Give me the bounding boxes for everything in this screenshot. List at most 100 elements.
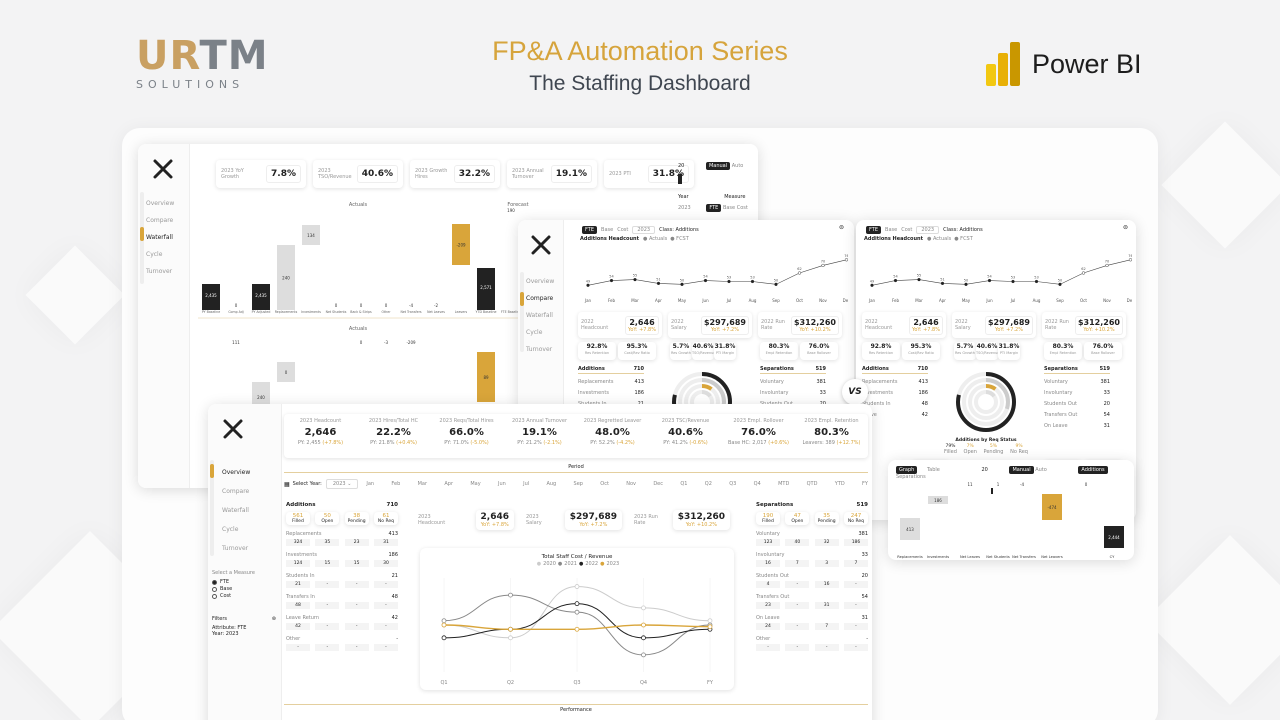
period-feb[interactable]: Feb xyxy=(391,481,401,487)
class-label: Class: Additions xyxy=(659,227,699,233)
mini-wf-category: Replacements xyxy=(897,555,923,559)
year-dropdown[interactable]: 2023 xyxy=(632,226,656,234)
period-jun[interactable]: Jun xyxy=(497,481,506,487)
additions-list-title: Additions xyxy=(578,366,605,372)
mini-wf-bar xyxy=(1104,526,1124,548)
month-label: Apr xyxy=(655,298,662,303)
nav-overview[interactable]: Overview xyxy=(146,200,175,207)
tab-fte[interactable]: FTE xyxy=(866,226,882,234)
period-aug[interactable]: Aug xyxy=(546,481,557,487)
wf-bar-label: 0 xyxy=(385,303,388,308)
nav-cycle[interactable]: Cycle xyxy=(526,329,543,336)
group-cell: - xyxy=(373,623,398,630)
tab-graph[interactable]: Graph xyxy=(896,466,918,474)
measure-base[interactable]: Base xyxy=(722,205,736,211)
period-mar[interactable]: Mar xyxy=(417,481,428,487)
nav-cycle[interactable]: Cycle xyxy=(222,526,239,533)
tab-base[interactable]: Base xyxy=(885,227,898,233)
period-q4[interactable]: Q4 xyxy=(753,481,761,487)
nav-compare[interactable]: Compare xyxy=(222,488,250,495)
chart-title: Additions Headcount xyxy=(580,236,639,242)
tab-cost[interactable]: Cost xyxy=(901,227,913,233)
nav-waterfall[interactable]: Waterfall xyxy=(222,507,249,514)
period-q1[interactable]: Q1 xyxy=(680,481,688,487)
kpi-value: $312,260 xyxy=(793,317,836,327)
auto-toggle[interactable]: Auto xyxy=(731,163,744,169)
period-qtd[interactable]: QTD xyxy=(806,481,818,487)
chip-additions[interactable]: Additions xyxy=(1078,466,1108,474)
measure-cost[interactable]: Cost xyxy=(736,205,748,211)
manual-toggle[interactable]: Manual xyxy=(705,162,731,170)
group-cell: 23 xyxy=(344,539,369,546)
wf-category: Investments xyxy=(301,310,321,314)
measure-radio-cost[interactable]: Cost xyxy=(212,593,255,599)
period-nov[interactable]: Nov xyxy=(626,481,637,487)
tab-base[interactable]: Base xyxy=(601,227,614,233)
period-mtd[interactable]: MTD xyxy=(778,481,790,487)
year-dropdown[interactable]: 2023 xyxy=(916,226,940,234)
mini-auto[interactable]: Auto xyxy=(1035,467,1047,473)
separations-list-header: Separations 519 xyxy=(1044,366,1110,374)
nav-overview[interactable]: Overview xyxy=(526,278,555,285)
compare-kpi-card: 2022 Run Rate $312,260 YoY: +10.2% xyxy=(1042,312,1126,338)
period-q2[interactable]: Q2 xyxy=(704,481,712,487)
period-jul[interactable]: Jul xyxy=(523,481,530,487)
nav-waterfall[interactable]: Waterfall xyxy=(146,234,173,241)
period-may[interactable]: May xyxy=(470,481,481,487)
mini-manual[interactable]: Manual xyxy=(1009,466,1034,474)
period-q3[interactable]: Q3 xyxy=(729,481,737,487)
nav-turnover[interactable]: Turnover xyxy=(222,545,249,552)
mini-kpi-label: Cost/Rev Ratio xyxy=(624,351,650,355)
period-jan[interactable]: Jan xyxy=(366,481,375,487)
period-sep[interactable]: Sep xyxy=(573,481,583,487)
row-label: On Leave xyxy=(1044,423,1068,429)
nav-turnover[interactable]: Turnover xyxy=(526,346,553,353)
mini-kpi-label: TSO/Revenue xyxy=(692,351,716,355)
measure-radio-fte[interactable]: FTE xyxy=(212,579,255,585)
select-year-dropdown[interactable]: 2023 ⌄ xyxy=(325,479,359,489)
actuals-label: Actuals xyxy=(349,202,368,208)
filter-icon[interactable]: ⊜ xyxy=(271,616,276,622)
mini-wf-bar xyxy=(928,496,948,504)
measure-fte[interactable]: FTE xyxy=(706,204,722,212)
mid-kpi-box: $312,260 YoY: +10.2% xyxy=(672,510,730,530)
radio-icon[interactable] xyxy=(212,593,217,599)
group-name: Students In xyxy=(286,573,315,579)
group-cell: - xyxy=(843,623,868,630)
kpi-yoy: YoY: +7.2% xyxy=(710,326,739,333)
overview-kpi-sub: PY: 21.2% (-2.1%) xyxy=(503,440,576,446)
filter-icon[interactable]: ⊜ xyxy=(1122,224,1128,231)
period-fy[interactable]: FY xyxy=(862,481,868,487)
filter-icon[interactable]: ⊜ xyxy=(838,224,844,231)
period-dec[interactable]: Dec xyxy=(653,481,664,487)
period-oct[interactable]: Oct xyxy=(600,481,609,487)
compare-kpi-card: 2022 Salary $297,689 YoY: +7.2% xyxy=(952,312,1036,338)
mini-kpi: 76.0% Base Rollover xyxy=(800,342,838,360)
tab-fte[interactable]: FTE xyxy=(582,226,598,234)
chip-separations[interactable]: Separations xyxy=(896,474,926,480)
data-point xyxy=(987,278,992,283)
tab-cost[interactable]: Cost xyxy=(617,227,629,233)
nav-compare[interactable]: Compare xyxy=(526,295,554,302)
overview-kpi: 2023 Reqs/Total Hires 66.0% PY: 71.0% (-5.… xyxy=(430,414,503,458)
overview-kpi-py: PY: 52.2% xyxy=(590,440,617,446)
tab-table[interactable]: Table xyxy=(926,467,940,473)
mid-kpi-yoy: YoY: +10.2% xyxy=(685,522,717,528)
data-point xyxy=(1081,271,1086,275)
radio-icon[interactable] xyxy=(212,579,217,585)
kpi-yoy: YoY: +10.2% xyxy=(799,326,831,333)
slider-handle[interactable] xyxy=(678,174,682,184)
nav-waterfall[interactable]: Waterfall xyxy=(526,312,553,319)
nav-cycle[interactable]: Cycle xyxy=(146,251,163,258)
period-ytd[interactable]: YTD xyxy=(834,481,845,487)
measure-radio-base[interactable]: Base xyxy=(212,586,255,592)
nav-compare[interactable]: Compare xyxy=(146,217,174,224)
radio-icon[interactable] xyxy=(212,586,217,592)
nav-overview[interactable]: Overview xyxy=(222,469,251,476)
status-label: Open xyxy=(321,519,334,524)
nav-turnover[interactable]: Turnover xyxy=(146,268,173,275)
year-select[interactable]: 2023 xyxy=(678,205,691,211)
status-label: Filled xyxy=(292,519,304,524)
period-apr[interactable]: Apr xyxy=(444,481,453,487)
